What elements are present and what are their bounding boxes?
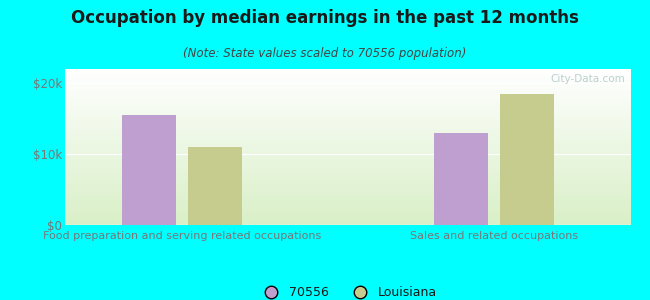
Legend: 70556, Louisiana: 70556, Louisiana <box>254 281 441 300</box>
Bar <box>188 147 242 225</box>
Bar <box>434 133 488 225</box>
Bar <box>122 115 176 225</box>
Bar <box>500 94 554 225</box>
Text: Occupation by median earnings in the past 12 months: Occupation by median earnings in the pas… <box>71 9 579 27</box>
Text: (Note: State values scaled to 70556 population): (Note: State values scaled to 70556 popu… <box>183 46 467 59</box>
Text: City-Data.com: City-Data.com <box>550 74 625 84</box>
